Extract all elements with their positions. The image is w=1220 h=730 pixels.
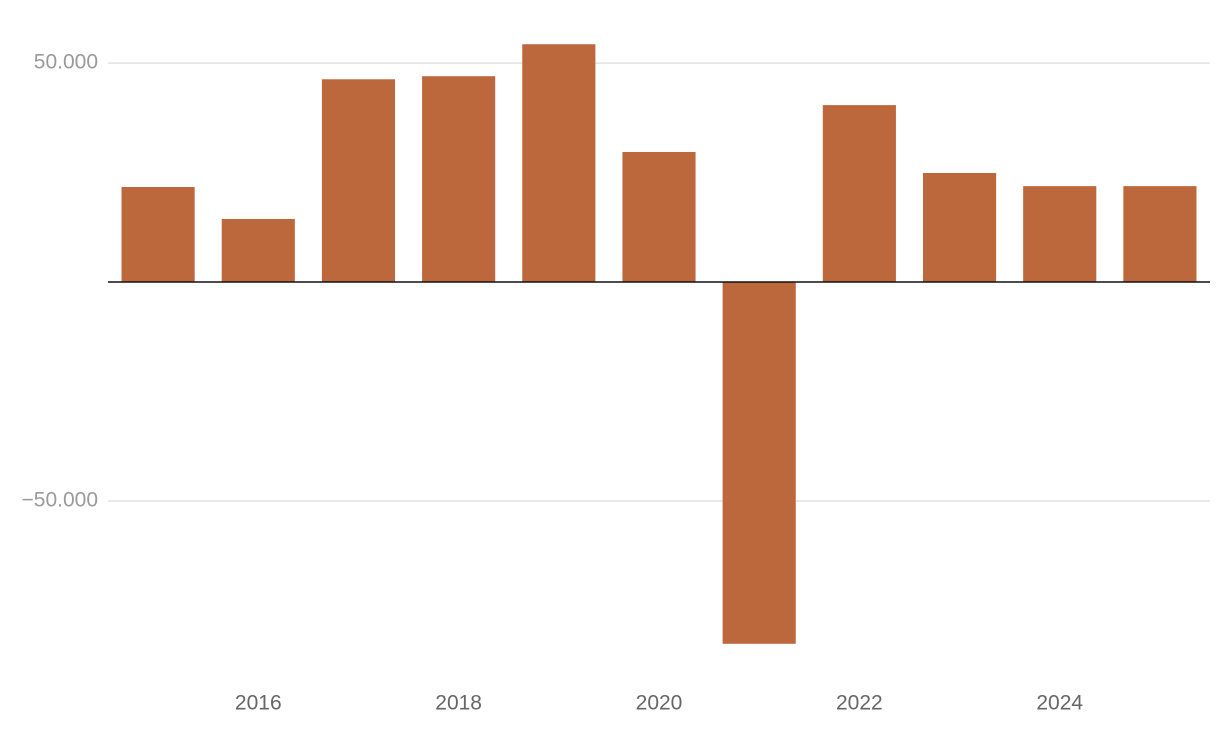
x-tick-label: 2016 [235,692,282,715]
x-tick-label: 2024 [1036,692,1083,715]
bar [321,79,396,283]
y-tick-label: 50.000 [34,51,98,74]
bar [822,105,896,283]
x-tick-label: 2018 [435,692,482,715]
x-tick-label: 2022 [836,692,883,715]
bar [422,76,496,283]
bar [922,172,997,283]
bar [722,282,796,644]
bar [1023,186,1097,283]
bar [121,187,195,283]
bar [1123,186,1197,283]
bar [221,218,295,283]
bar [522,44,596,283]
bar [622,151,696,283]
y-tick-label: −50.000 [22,489,99,512]
x-tick-label: 2020 [636,692,683,715]
